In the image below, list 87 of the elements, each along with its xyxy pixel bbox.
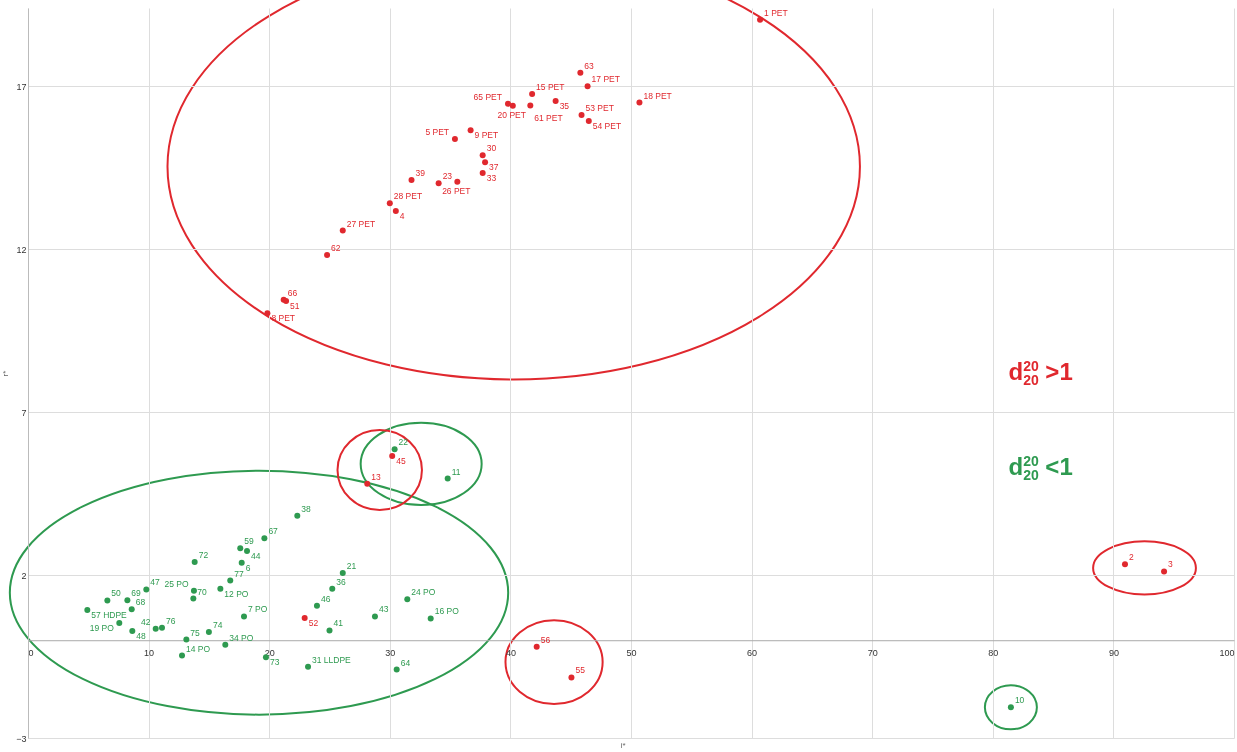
annotation: 51 bbox=[290, 300, 300, 311]
annotation: 3 bbox=[1168, 559, 1174, 570]
annotation: 52 bbox=[308, 618, 319, 629]
annotation: 14 PO bbox=[186, 643, 211, 654]
annotation: 56 bbox=[540, 634, 551, 645]
annotation: 19 PO bbox=[89, 622, 115, 633]
x-tick-label: 80 bbox=[988, 647, 999, 658]
annotation: 45 bbox=[396, 456, 406, 467]
annotation: 34 PO bbox=[229, 632, 254, 643]
annotation: 30 bbox=[486, 143, 497, 154]
annotation: 76 bbox=[165, 615, 176, 626]
annotation: 2 bbox=[1128, 552, 1134, 563]
annotation: 21 bbox=[346, 561, 357, 572]
annotation: 24 PO bbox=[411, 587, 436, 598]
annotation: 47 bbox=[150, 577, 161, 588]
annotation: 72 bbox=[198, 550, 209, 561]
annotation: 33 bbox=[486, 172, 497, 183]
annotation: 55 bbox=[575, 665, 586, 676]
annotation: 11 bbox=[451, 466, 461, 477]
annotation: 37 bbox=[489, 162, 499, 173]
annotation: 20 PET bbox=[497, 109, 526, 120]
x-axis-title: i* bbox=[620, 740, 626, 750]
annotation: 59 bbox=[244, 536, 254, 547]
annotation: d$^{20}$$_{20}$ >1 bbox=[1008, 358, 1073, 389]
x-tick-label: 60 bbox=[747, 647, 758, 658]
annotation: 44 bbox=[251, 550, 261, 561]
annotation: 23 bbox=[442, 171, 453, 182]
annotation: 50 bbox=[111, 588, 122, 599]
annotation: 75 bbox=[190, 627, 201, 638]
annotation: 7 PO bbox=[247, 604, 268, 615]
y-axis-title: r* bbox=[1, 370, 11, 377]
annotation: 35 bbox=[559, 100, 570, 111]
x-tick-label: 50 bbox=[626, 647, 637, 658]
annotation: 5 PET bbox=[425, 127, 450, 138]
x-tick-label: 70 bbox=[867, 647, 878, 658]
annotation: 66 bbox=[287, 287, 298, 298]
annotation: 4 bbox=[399, 211, 405, 222]
annotation: 57 HDPE bbox=[91, 609, 128, 620]
annotation: 27 PET bbox=[346, 218, 376, 229]
annotation: 42 bbox=[140, 616, 151, 627]
annotation: 12 PO bbox=[224, 588, 249, 599]
annotation: 16 PO bbox=[434, 606, 460, 617]
annotation: 10 bbox=[1014, 695, 1025, 706]
annotation: 6 bbox=[245, 562, 251, 573]
annotation: 22 bbox=[398, 437, 409, 448]
annotation: 36 bbox=[336, 576, 346, 587]
annotation: 46 bbox=[320, 593, 331, 604]
x-tick-label: 30 bbox=[385, 647, 396, 658]
x-tick-label: 0 bbox=[28, 647, 34, 658]
annotation: 15 PET bbox=[536, 82, 565, 93]
annotation: 31 LLDPE bbox=[312, 654, 352, 665]
annotation: 61 PET bbox=[534, 113, 563, 124]
annotation: 53 PET bbox=[585, 102, 614, 113]
annotation: 1 PET bbox=[764, 7, 788, 18]
annotation: 63 bbox=[584, 60, 595, 71]
annotation: 62 bbox=[331, 243, 341, 254]
y-tick-label: 2 bbox=[21, 570, 27, 581]
annotation: 68 bbox=[135, 597, 146, 608]
annotation: 74 bbox=[212, 620, 223, 631]
annotation: 26 PET bbox=[442, 185, 471, 196]
y-tick-label: −3 bbox=[16, 733, 27, 744]
x-tick-label: 100 bbox=[1219, 647, 1235, 658]
y-tick-label: 7 bbox=[21, 407, 27, 418]
annotation: 64 bbox=[400, 657, 411, 668]
annotation: 69 bbox=[131, 588, 142, 599]
annotation: 65 PET bbox=[473, 91, 502, 102]
x-tick-label: 90 bbox=[1108, 647, 1119, 658]
annotation: 38 bbox=[301, 503, 312, 514]
annotation: 28 PET bbox=[393, 191, 423, 202]
annotation: 67 bbox=[268, 526, 279, 537]
annotation: 25 PO bbox=[164, 578, 189, 589]
x-tick-label: 10 bbox=[144, 647, 155, 658]
annotation: 54 PET bbox=[592, 121, 622, 132]
annotation: 13 bbox=[371, 471, 381, 482]
annotation: 73 bbox=[269, 657, 280, 668]
annotation: 9 PET bbox=[474, 130, 499, 141]
y-tick-label: 17 bbox=[16, 81, 27, 92]
annotation: 41 bbox=[333, 618, 344, 629]
annotation: d$^{20}$$_{20}$ <1 bbox=[1008, 453, 1073, 484]
y-tick-label: 12 bbox=[16, 244, 27, 255]
annotation: 39 bbox=[415, 168, 426, 179]
annotation: 48 bbox=[136, 631, 147, 642]
annotation: 43 bbox=[378, 604, 389, 615]
annotation: 70 bbox=[197, 586, 208, 597]
annotation: 77 bbox=[234, 568, 244, 579]
annotation: 17 PET bbox=[591, 74, 620, 85]
annotation: 18 PET bbox=[643, 90, 672, 101]
